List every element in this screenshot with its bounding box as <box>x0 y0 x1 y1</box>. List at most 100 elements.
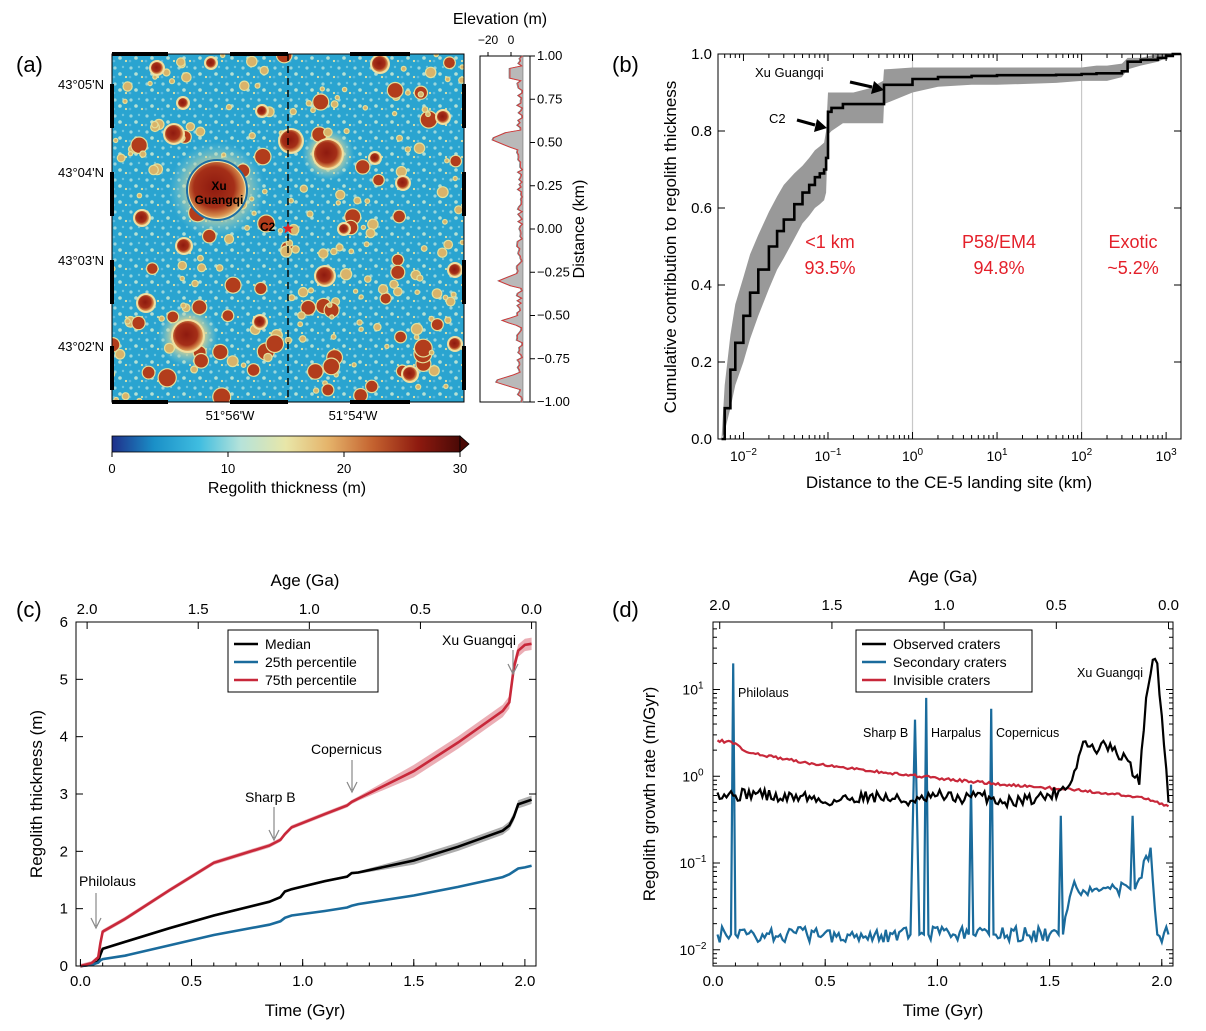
large-crater <box>437 111 449 123</box>
panel-c-ytick-label: 6 <box>60 614 68 631</box>
large-crater <box>177 239 191 253</box>
crater <box>415 290 419 294</box>
crater <box>322 384 334 396</box>
large-crater <box>178 98 188 108</box>
crater <box>300 336 306 342</box>
map-xtick-1: 51°54'W <box>329 408 379 423</box>
crater <box>394 288 402 296</box>
panel-a-label: (a) <box>16 52 43 77</box>
profile-ytick-label: 0.25 <box>537 178 562 193</box>
crater <box>343 87 347 92</box>
crater <box>434 54 438 57</box>
crater <box>443 295 448 300</box>
panel-b-label: (b) <box>612 52 639 77</box>
panel-b-ytick-label: 0.2 <box>691 354 712 371</box>
crater <box>198 264 206 272</box>
crater <box>335 96 339 100</box>
crater <box>140 151 146 157</box>
crater <box>285 337 291 343</box>
annotation-c2-b: C2 <box>769 111 786 126</box>
crater <box>247 364 260 376</box>
large-crater <box>314 140 342 168</box>
profile-top-tick-1: 0 <box>508 33 515 47</box>
arrow-xu-guangqi-c <box>507 650 519 676</box>
crater <box>429 317 434 321</box>
region-value-p58: 94.8% <box>973 258 1024 278</box>
crater <box>290 109 296 115</box>
colorbar-tick-2: 20 <box>337 461 351 476</box>
panel-d-secondary-line <box>716 663 1170 946</box>
crater <box>242 363 246 367</box>
panel-d-ytick-label: 10−2 <box>680 941 707 958</box>
large-crater <box>254 316 266 328</box>
crater <box>365 276 371 282</box>
crater <box>180 276 184 281</box>
crater <box>432 289 442 298</box>
profile-ylabel: Distance (km) <box>571 180 588 279</box>
crater <box>221 54 225 57</box>
large-crater <box>135 211 149 225</box>
legend-label-median: Median <box>265 636 311 652</box>
xu-guangqi-map-label: Xu Guangqi <box>195 179 244 207</box>
profile-ytick-label: −1.00 <box>537 394 570 409</box>
large-crater <box>165 125 183 143</box>
crater <box>438 248 447 257</box>
crater <box>396 167 406 177</box>
panel-c-xtick-label: 1.5 <box>403 973 424 990</box>
crater <box>225 277 241 293</box>
panel-b-ytick-label: 0.4 <box>691 277 712 294</box>
crater <box>373 174 384 186</box>
panel-d-ytick-label: 10−1 <box>680 854 707 871</box>
crater <box>313 94 329 110</box>
panel-b-ytick-label: 0.0 <box>691 431 712 448</box>
legend-label-75th: 75th percentile <box>265 672 357 688</box>
panel-b-xtick-label: 101 <box>986 447 1008 464</box>
crater <box>336 201 340 205</box>
panel-c-top-xtick-label: 1.5 <box>188 601 209 618</box>
region-label-near: <1 km <box>805 232 855 252</box>
panel-b-ylabel: Cumulative contribution to regolith thic… <box>661 81 680 414</box>
crater <box>366 229 375 238</box>
crater <box>431 319 443 330</box>
crater <box>379 285 388 294</box>
crater <box>225 235 234 243</box>
crater <box>385 344 389 348</box>
panel-c-ytick-label: 4 <box>60 729 68 746</box>
crater <box>152 122 158 128</box>
crater <box>165 343 174 353</box>
crater <box>356 160 370 174</box>
large-crater <box>339 224 349 234</box>
panel-d-top-xtick-label: 0.0 <box>1158 597 1179 614</box>
crater <box>203 229 216 243</box>
crater <box>252 211 256 215</box>
crater <box>301 301 316 315</box>
annotation-copernicus-d: Copernicus <box>996 726 1059 740</box>
crater <box>415 339 432 357</box>
panel-b-xtick-label: 10−2 <box>730 447 757 464</box>
large-crater <box>189 162 245 218</box>
panel-c-xlabel: Time (Gyr) <box>265 1001 346 1020</box>
large-crater <box>257 106 267 116</box>
crater <box>437 187 448 197</box>
annotation-philolaus-c: Philolaus <box>79 873 136 889</box>
crater <box>213 388 231 402</box>
crater <box>443 220 447 224</box>
crater <box>344 129 349 134</box>
panel-c-top-xtick-label: 2.0 <box>77 601 98 618</box>
crater <box>357 320 362 325</box>
crater <box>289 295 295 301</box>
crater <box>374 324 381 331</box>
map-ytick-2: 43°03'N <box>58 253 104 268</box>
crater <box>414 143 425 153</box>
crater <box>364 242 369 246</box>
panel-d-xtick-label: 0.5 <box>815 973 836 990</box>
large-crater <box>206 58 216 68</box>
large-crater <box>397 177 409 189</box>
panel-c-ytick-label: 2 <box>60 843 68 860</box>
region-value-exotic: ~5.2% <box>1107 258 1159 278</box>
crater <box>411 324 422 335</box>
region-value-near: 93.5% <box>804 258 855 278</box>
panel-b-ticks: 10−2 10−1 100 101 102 103 0.0 0.2 0.4 0.6 0.8 1.0 <box>691 46 1181 464</box>
crater <box>331 248 337 255</box>
